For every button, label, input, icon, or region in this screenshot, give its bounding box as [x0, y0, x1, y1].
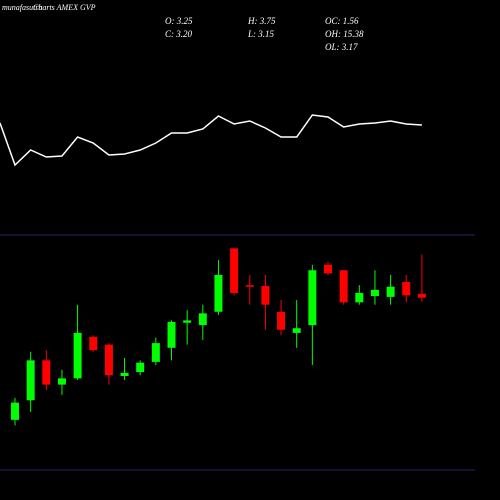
candle-body: [104, 344, 113, 376]
candle-body: [167, 321, 176, 348]
stat: OL: 3.17: [325, 42, 358, 52]
candle-body: [73, 332, 82, 379]
candle-body: [214, 274, 223, 312]
candle-body: [245, 285, 254, 287]
candle-body: [308, 270, 317, 326]
brand: munafasutra: [2, 3, 42, 12]
candle-body: [292, 328, 301, 333]
candle-body: [324, 264, 332, 274]
candle-body: [386, 286, 395, 297]
candle-body: [151, 343, 160, 362]
candle-body: [183, 320, 192, 323]
candle-body: [136, 362, 145, 373]
candle-body: [230, 248, 239, 293]
candle-body: [417, 293, 426, 298]
candle-body: [261, 285, 270, 305]
stat: O: 3.25: [165, 16, 193, 26]
stat: L: 3.15: [247, 29, 275, 39]
stat: H: 3.75: [247, 16, 276, 26]
candle-body: [402, 282, 411, 296]
stat: OH: 15.38: [325, 29, 364, 39]
candle-body: [198, 313, 207, 326]
candle-body: [355, 292, 364, 303]
line-series: [0, 114, 422, 167]
candle-body: [370, 289, 379, 297]
candle-body: [339, 270, 348, 303]
candle-body: [277, 311, 286, 330]
candle-body: [89, 336, 98, 351]
candle-body: [120, 372, 129, 376]
candle-body: [26, 360, 35, 401]
chart-title: Charts AMEX GVP: [33, 3, 96, 12]
stat: OC: 1.56: [325, 16, 359, 26]
candle-body: [42, 360, 51, 385]
candle-body: [57, 378, 66, 385]
candle-body: [11, 402, 19, 420]
stat: C: 3.20: [165, 29, 193, 39]
